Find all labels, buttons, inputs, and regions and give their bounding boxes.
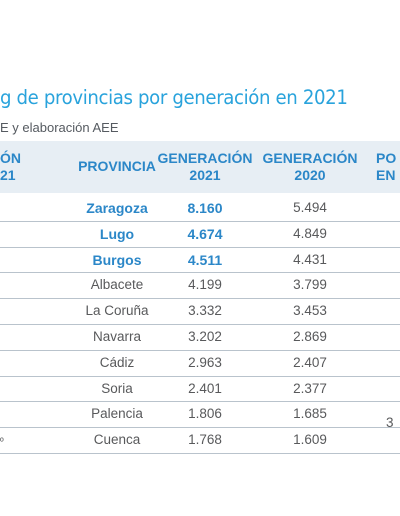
row-divider: [0, 324, 400, 325]
header-generacion-2020: GENERACIÓN 2020: [262, 150, 358, 183]
cell-generacion-2021: 3.202: [188, 329, 222, 344]
partial-position-cell: 3: [386, 415, 394, 430]
header-generacion-2021: GENERACIÓN 2021: [157, 150, 253, 183]
source-note: E y elaboración AEE: [0, 120, 119, 135]
cell-generacion-2021: 1.768: [188, 432, 222, 447]
cell-generacion-2020: 2.377: [293, 381, 327, 396]
cell-generacion-2020: 4.431: [293, 252, 327, 267]
cell-generacion-2021: 2.963: [188, 355, 222, 370]
header-posicion: PO EN: [376, 150, 397, 183]
cell-provincia: Navarra: [92, 329, 141, 344]
cell-provincia: Palencia: [91, 406, 143, 421]
cell-generacion-2021: 4.199: [188, 277, 222, 292]
cell-generacion-2021: 4.674: [187, 226, 223, 242]
row-divider: [0, 350, 400, 351]
row-divider: [0, 427, 400, 428]
cell-generacion-2020: 2.869: [293, 329, 327, 344]
page-title: g de provincias por generación en 2021: [0, 86, 348, 109]
row-divider: [0, 376, 400, 377]
cell-provincia: Burgos: [92, 252, 142, 268]
cell-generacion-2021: 2.401: [188, 381, 222, 396]
cell-generacion-2020: 1.609: [293, 432, 327, 447]
table-header: [0, 141, 400, 193]
row-divider: [0, 221, 400, 222]
cell-generacion-2020: 2.407: [293, 355, 327, 370]
row-divider: [0, 272, 400, 273]
header-rank: ÓN 21: [0, 150, 21, 183]
cell-generacion-2020: 4.849: [293, 226, 327, 241]
cell-provincia: Zaragoza: [86, 200, 148, 216]
cell-generacion-2020: 5.494: [293, 200, 327, 215]
cell-generacion-2020: 3.799: [293, 277, 327, 292]
row-divider: [0, 401, 400, 402]
header-provincia: PROVINCIA: [78, 158, 156, 174]
cell-provincia: Albacete: [90, 277, 144, 292]
cell-generacion-2021: 8.160: [187, 200, 223, 216]
partial-rank-cell: º: [0, 437, 4, 448]
row-divider: [0, 453, 400, 454]
cell-provincia: Lugo: [99, 226, 135, 242]
cell-generacion-2021: 4.511: [187, 252, 223, 268]
cell-generacion-2021: 1.806: [188, 406, 222, 421]
cell-generacion-2021: 3.332: [188, 303, 222, 318]
cell-provincia: La Coruña: [85, 303, 149, 318]
cell-generacion-2020: 3.453: [293, 303, 327, 318]
cell-provincia: Soria: [101, 381, 133, 396]
cell-generacion-2020: 1.685: [293, 406, 327, 421]
row-divider: [0, 247, 400, 248]
row-divider: [0, 298, 400, 299]
cell-provincia: Cuenca: [93, 432, 141, 447]
cell-provincia: Cádiz: [99, 355, 135, 370]
